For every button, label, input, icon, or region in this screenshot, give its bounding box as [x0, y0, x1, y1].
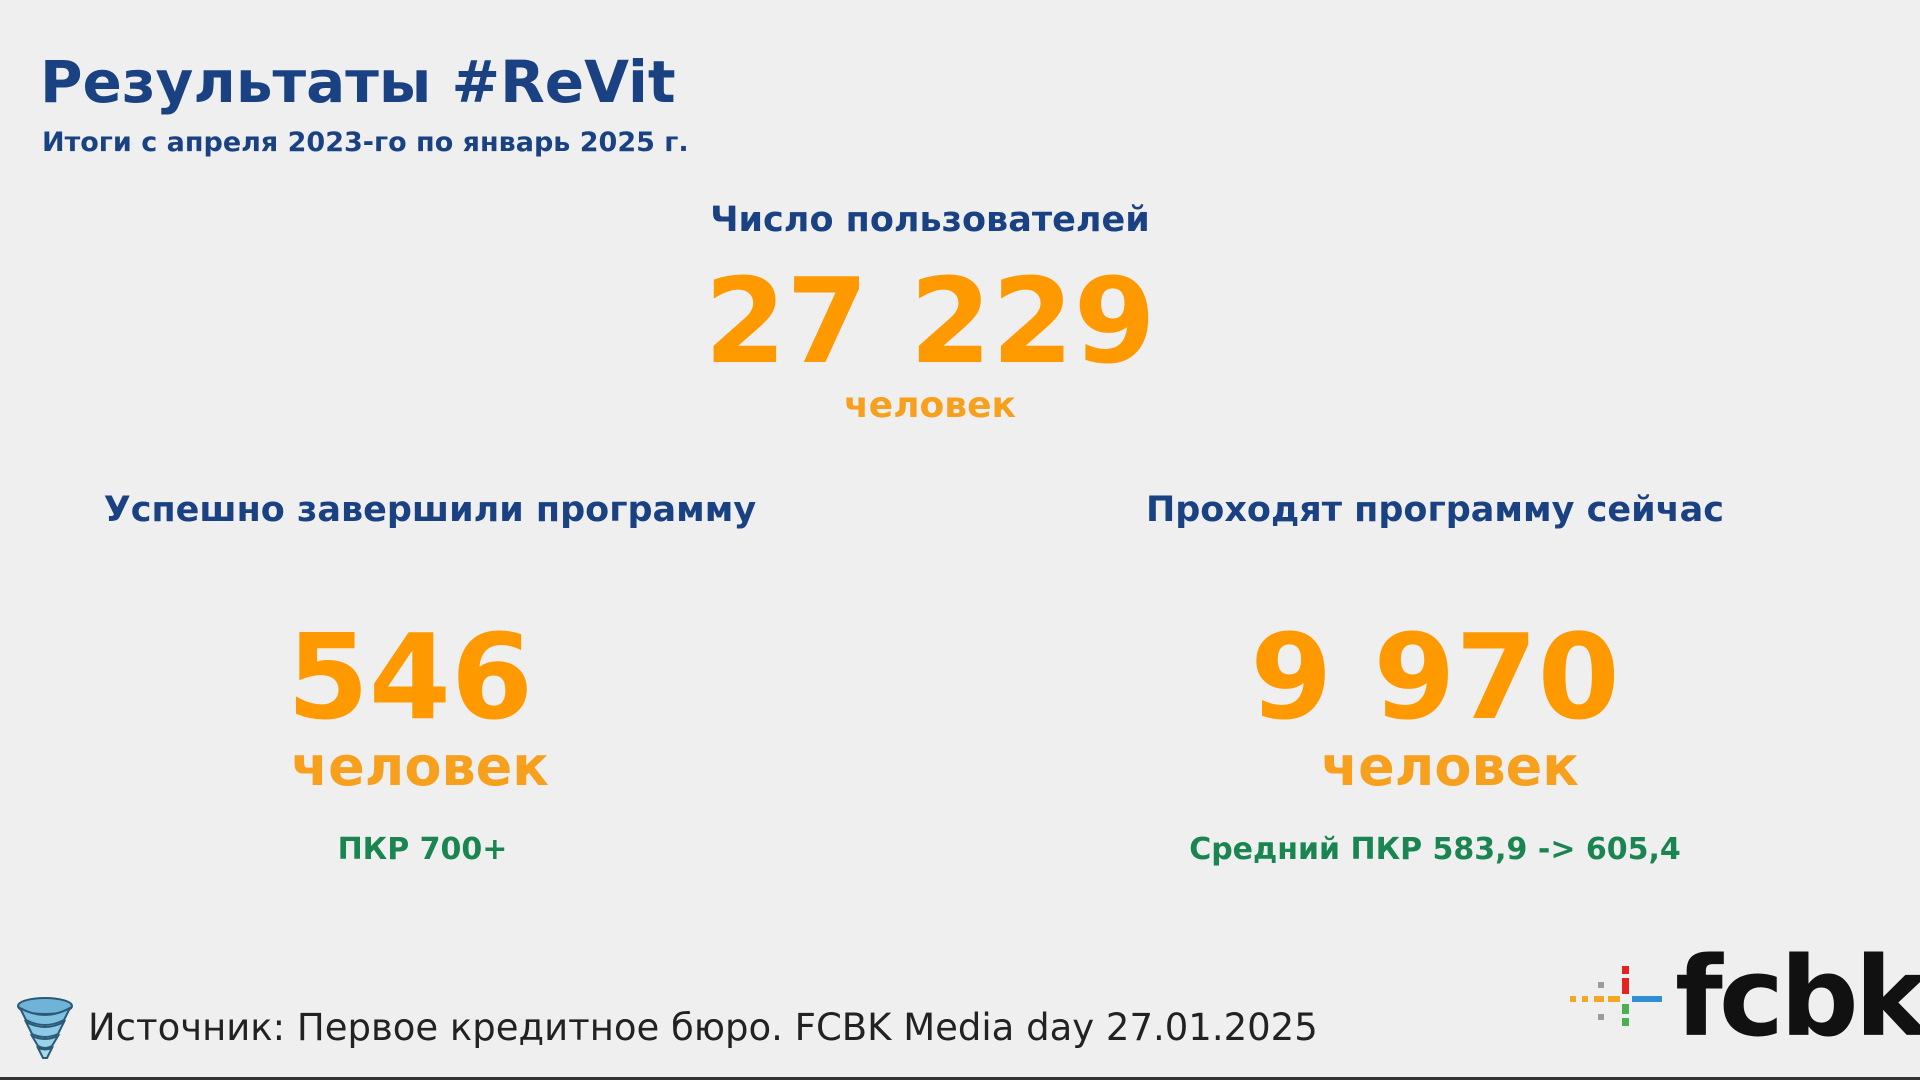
users-value: 27 229	[704, 252, 1156, 390]
users-heading: Число пользователей	[710, 200, 1150, 240]
page-title: Результаты #ReVit	[40, 48, 676, 116]
in-progress-unit: человек	[1321, 735, 1579, 798]
completed-heading: Успешно завершили программу	[103, 490, 757, 530]
fcbk-logo-mark-icon	[1570, 962, 1680, 1032]
in-progress-heading: Проходят программу сейчас	[1145, 490, 1725, 530]
completed-value: 546	[286, 608, 534, 746]
bottom-divider	[0, 1077, 1920, 1080]
fcbk-logo-text: fcbk	[1675, 933, 1920, 1061]
users-unit: человек	[844, 385, 1016, 426]
completed-unit: человек	[291, 735, 549, 798]
tornado-icon	[14, 996, 76, 1060]
in-progress-value: 9 970	[1250, 608, 1620, 746]
page-subtitle: Итоги с апреля 2023-го по январь 2025 г.	[42, 127, 689, 158]
in-progress-note: Средний ПКР 583,9 -> 605,4	[1189, 832, 1681, 867]
source-text: Источник: Первое кредитное бюро. FCBK Me…	[88, 1006, 1318, 1049]
completed-note: ПКР 700+	[337, 832, 508, 867]
